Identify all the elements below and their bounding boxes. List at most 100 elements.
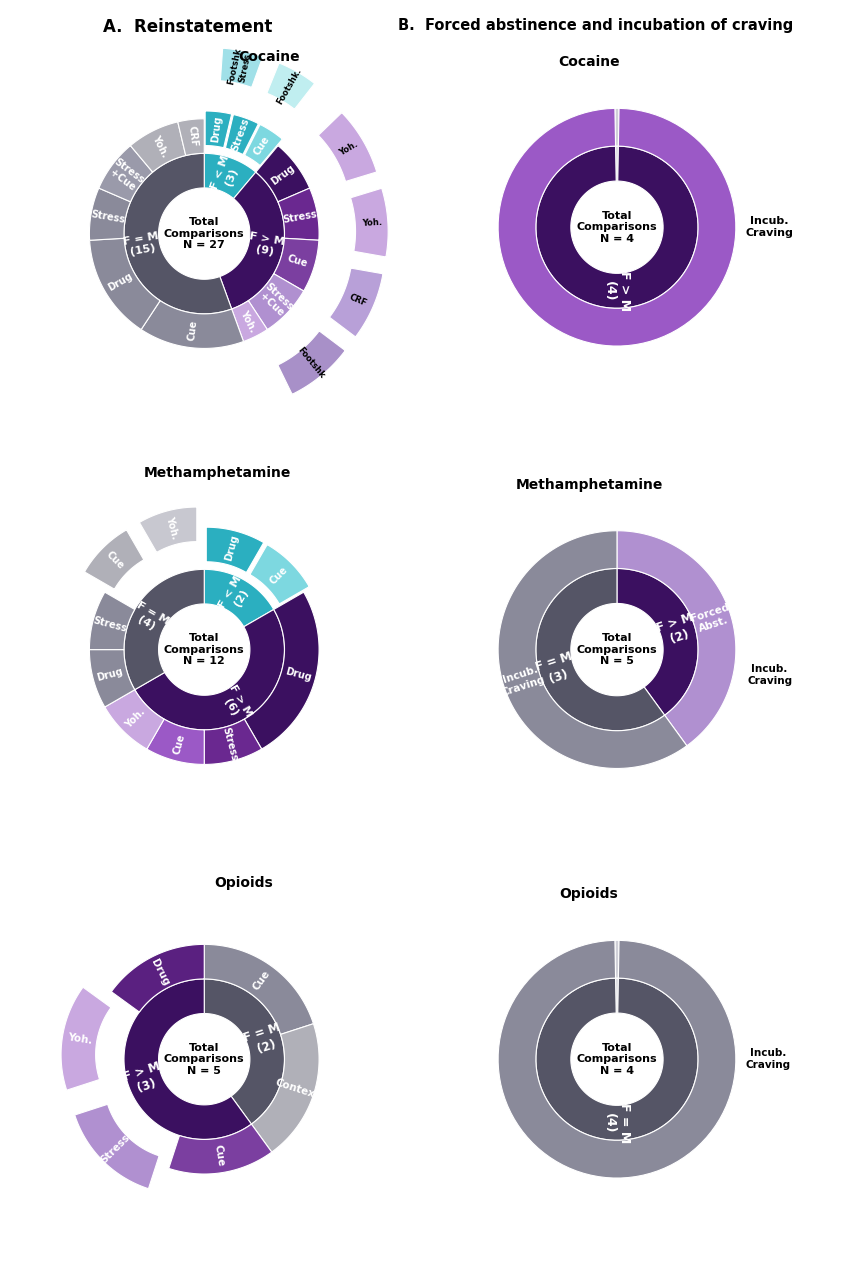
Text: Incub.
Craving: Incub. Craving	[745, 216, 793, 238]
Text: Incub.
Craving: Incub. Craving	[745, 1048, 791, 1070]
Text: Yoh.: Yoh.	[123, 707, 147, 731]
Text: F = M
(2): F = M (2)	[242, 1020, 287, 1059]
Polygon shape	[226, 114, 259, 155]
Polygon shape	[244, 124, 283, 165]
Text: Opioids: Opioids	[560, 887, 619, 901]
Polygon shape	[498, 109, 736, 346]
Text: Total
Comparisons
N = 4: Total Comparisons N = 4	[577, 1043, 657, 1075]
Polygon shape	[140, 507, 197, 553]
Text: Drug: Drug	[106, 271, 134, 293]
Text: Stress
+Cue: Stress +Cue	[106, 156, 146, 195]
Polygon shape	[536, 146, 698, 308]
Text: Stress: Stress	[92, 614, 129, 634]
Polygon shape	[147, 719, 204, 764]
Text: Forced
Abst.: Forced Abst.	[689, 603, 734, 635]
Text: Total
Comparisons
N = 5: Total Comparisons N = 5	[577, 634, 657, 666]
Polygon shape	[615, 978, 619, 1012]
Text: F = M
(4): F = M (4)	[129, 600, 170, 636]
Polygon shape	[204, 719, 261, 764]
Polygon shape	[204, 945, 313, 1034]
Text: Cocaine: Cocaine	[238, 50, 300, 64]
Polygon shape	[204, 979, 284, 1124]
Polygon shape	[498, 941, 736, 1178]
Text: Drug: Drug	[284, 667, 312, 684]
Polygon shape	[329, 268, 383, 337]
Polygon shape	[178, 119, 204, 155]
Text: Cue: Cue	[251, 969, 272, 992]
Polygon shape	[244, 593, 319, 749]
Polygon shape	[141, 301, 243, 348]
Text: Drug: Drug	[96, 667, 124, 684]
Polygon shape	[75, 1105, 159, 1189]
Text: Total
Comparisons
N = 27: Total Comparisons N = 27	[164, 218, 244, 250]
Text: Stress: Stress	[220, 726, 239, 762]
Text: Stress: Stress	[230, 116, 251, 152]
Polygon shape	[536, 978, 698, 1140]
Polygon shape	[231, 301, 267, 342]
Text: Incub.
Craving: Incub. Craving	[747, 664, 792, 686]
Polygon shape	[498, 531, 687, 768]
Polygon shape	[89, 593, 134, 650]
Polygon shape	[250, 544, 309, 604]
Text: Stress
+Cue: Stress +Cue	[255, 280, 295, 320]
Text: Cue: Cue	[213, 1144, 226, 1167]
Text: Stress: Stress	[283, 209, 318, 224]
Circle shape	[161, 607, 248, 692]
Text: CRF: CRF	[186, 125, 199, 148]
Polygon shape	[248, 274, 304, 329]
Circle shape	[574, 184, 660, 270]
Polygon shape	[204, 570, 274, 627]
Circle shape	[161, 191, 248, 276]
Polygon shape	[204, 154, 256, 198]
Text: Footshk.: Footshk.	[276, 67, 304, 106]
Circle shape	[161, 1016, 248, 1102]
Text: Drug: Drug	[223, 534, 240, 562]
Text: Footshk
Stress: Footshk Stress	[226, 47, 253, 87]
Polygon shape	[89, 238, 160, 329]
Text: F = M
(3): F = M (3)	[534, 650, 579, 689]
Text: Yoh.: Yoh.	[238, 308, 258, 334]
Text: Yoh.: Yoh.	[361, 219, 382, 228]
Text: Stress: Stress	[99, 1132, 132, 1165]
Text: Cocaine: Cocaine	[558, 55, 620, 69]
Polygon shape	[84, 530, 144, 589]
Text: A.  Reinstatement: A. Reinstatement	[102, 18, 272, 36]
Text: Incub.
Craving: Incub. Craving	[497, 663, 546, 698]
Polygon shape	[124, 979, 251, 1139]
Circle shape	[574, 1016, 660, 1102]
Text: Yoh.: Yoh.	[151, 133, 170, 159]
Text: Cue: Cue	[286, 253, 309, 269]
Text: Cue: Cue	[171, 732, 186, 755]
Text: F > M
(9): F > M (9)	[247, 230, 286, 259]
Circle shape	[574, 607, 660, 692]
Polygon shape	[206, 527, 264, 572]
Polygon shape	[617, 531, 736, 746]
Text: Drug: Drug	[210, 115, 223, 143]
Polygon shape	[256, 146, 310, 202]
Text: F < M
(3): F < M (3)	[209, 154, 242, 195]
Polygon shape	[536, 568, 665, 731]
Polygon shape	[124, 154, 231, 314]
Text: CRF: CRF	[348, 293, 368, 308]
Text: Total
Comparisons
N = 5: Total Comparisons N = 5	[164, 1043, 244, 1075]
Polygon shape	[267, 63, 315, 109]
Polygon shape	[205, 111, 231, 147]
Text: F > M
(4): F > M (4)	[603, 271, 631, 311]
Text: Context: Context	[273, 1078, 321, 1101]
Text: Cue: Cue	[104, 549, 126, 571]
Polygon shape	[105, 690, 164, 749]
Polygon shape	[130, 122, 186, 172]
Polygon shape	[99, 146, 152, 202]
Text: F < M
(2): F < M (2)	[218, 575, 254, 616]
Text: Methamphetamine: Methamphetamine	[516, 477, 663, 492]
Polygon shape	[351, 188, 388, 257]
Polygon shape	[61, 987, 111, 1091]
Polygon shape	[220, 172, 284, 308]
Text: Total
Comparisons
N = 4: Total Comparisons N = 4	[577, 211, 657, 243]
Text: Cue: Cue	[252, 134, 272, 157]
Text: Yoh.: Yoh.	[66, 1033, 93, 1046]
Polygon shape	[617, 568, 698, 716]
Polygon shape	[251, 1024, 319, 1152]
Polygon shape	[89, 188, 130, 241]
Text: F > M
(3): F > M (3)	[122, 1060, 167, 1098]
